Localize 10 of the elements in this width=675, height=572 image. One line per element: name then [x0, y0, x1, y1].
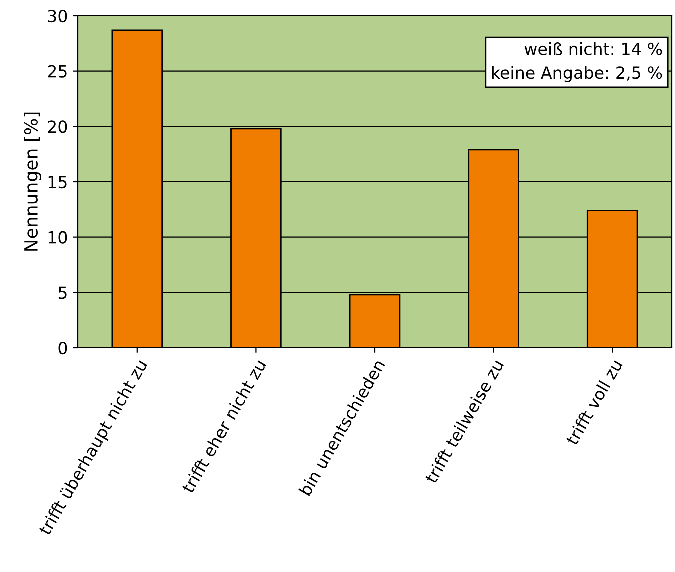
- y-tick-label: 0: [58, 342, 68, 355]
- y-tick-label: 30: [48, 10, 68, 23]
- annotation: keine Angabe: 2,5 %: [492, 66, 662, 82]
- y-tick-label: 15: [48, 176, 67, 189]
- y-tick-label: 25: [48, 65, 67, 78]
- y-tick-label: 10: [48, 231, 68, 244]
- y-tick-label: 20: [48, 120, 68, 134]
- annotation: weiß nicht: 14 %: [524, 42, 662, 56]
- y-tick-label: 5: [58, 286, 67, 300]
- y-axis-title: Nennungen [%]: [24, 112, 42, 251]
